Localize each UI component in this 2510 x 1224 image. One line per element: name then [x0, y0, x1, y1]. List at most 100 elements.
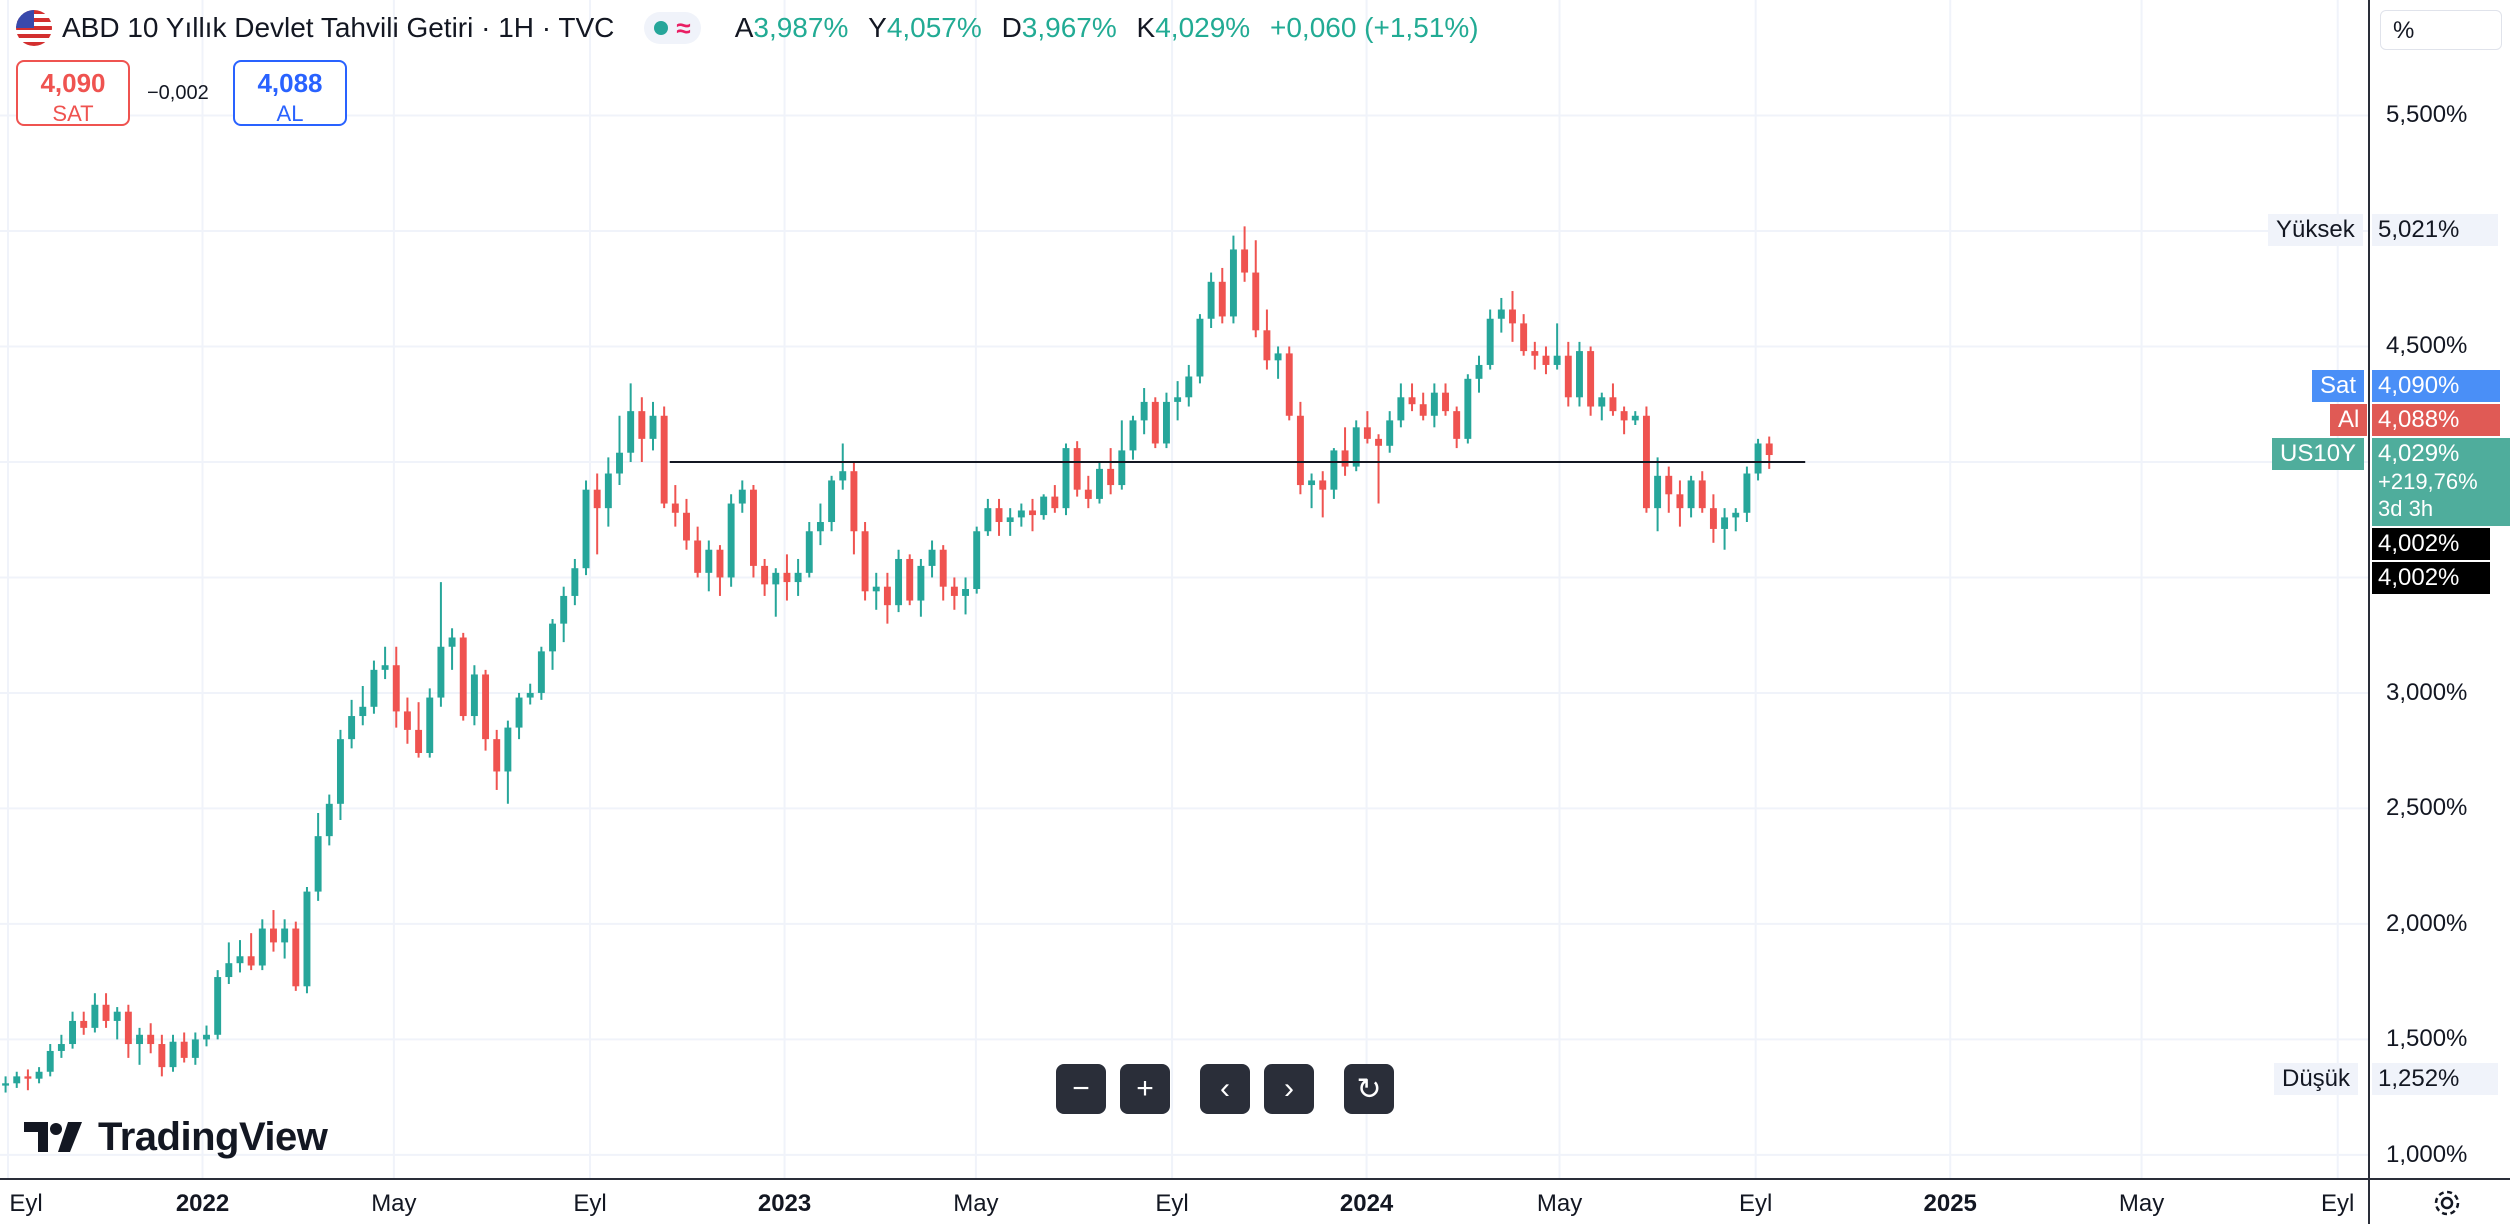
change-value: +0,060 (+1,51%)	[1269, 12, 1479, 43]
gear-icon[interactable]	[2430, 1186, 2464, 1220]
high-tag: Yüksek	[2268, 214, 2363, 246]
symbol-title[interactable]: ABD 10 Yıllık Devlet Tahvili Getiri · 1H…	[62, 12, 615, 43]
candle-body	[370, 669, 378, 707]
candle-body	[1464, 378, 1472, 439]
candle-body	[850, 471, 858, 532]
candle-body	[1051, 496, 1059, 509]
candle-body	[46, 1050, 54, 1072]
candle-body	[1341, 450, 1349, 467]
y-tick-label: 4,500%	[2386, 332, 2468, 360]
buy-price: 4,088	[257, 68, 323, 98]
unit-selector[interactable]: %	[2380, 10, 2502, 50]
candle-body	[671, 503, 679, 513]
candle-body	[1709, 508, 1717, 529]
candle-body	[1218, 281, 1226, 317]
candle-body	[381, 665, 389, 670]
candle-body	[1654, 475, 1662, 509]
candle-body	[147, 1034, 155, 1045]
ohlc-values: A3,987% Y4,057% D3,967% K4,029% +0,060 (…	[735, 12, 1479, 44]
candle-body	[102, 1004, 110, 1021]
candle-body	[214, 977, 222, 1035]
open-value: 3,987%	[753, 12, 849, 43]
candle-body	[917, 565, 925, 601]
candle-body	[1285, 353, 1293, 416]
candle-body	[113, 1011, 121, 1021]
sell-button[interactable]: 4,090 SAT	[16, 60, 130, 126]
price-axis[interactable]: % 1,000% 1,500% 2,000% 2,500% 3,000% 4,500% 5,…	[2370, 0, 2510, 1178]
candle-body	[1229, 249, 1237, 317]
buy-button[interactable]: 4,088 AL	[233, 60, 347, 126]
candle-body	[1185, 376, 1193, 398]
candle-body	[694, 540, 702, 573]
tradingview-logo[interactable]: TradingView	[24, 1112, 328, 1162]
candle-body	[1430, 392, 1438, 416]
zoom-in-button[interactable]: +	[1120, 1064, 1170, 1114]
candle-body	[415, 729, 423, 753]
candle-body	[1352, 427, 1360, 467]
candle-body	[1263, 330, 1271, 361]
price-chart[interactable]	[0, 0, 2368, 1178]
candle-body	[1587, 351, 1595, 407]
candle-body	[582, 489, 590, 569]
candle-body	[1319, 480, 1327, 490]
candle-body	[973, 531, 981, 589]
zoom-out-button[interactable]: −	[1056, 1064, 1106, 1114]
candle-body	[1609, 397, 1617, 412]
candle-body	[1442, 392, 1449, 412]
y-tick-label: 2,500%	[2386, 794, 2468, 822]
candle-body	[1107, 468, 1115, 486]
scroll-right-button[interactable]: ›	[1264, 1064, 1314, 1114]
tradingview-logo-icon	[24, 1122, 82, 1152]
reset-chart-button[interactable]: ↻	[1344, 1064, 1394, 1114]
candle-body	[816, 522, 824, 532]
crosshair-price-label-1: 4,002%	[2372, 528, 2490, 560]
crosshair-price-label-2: 4,002%	[2372, 562, 2490, 594]
candle-body	[1765, 443, 1773, 456]
candle-body	[57, 1044, 65, 1051]
candle-body	[1062, 448, 1070, 509]
y-tick-label: 2,000%	[2386, 909, 2468, 937]
candle-body	[1665, 475, 1673, 495]
time-axis[interactable]: Eyl 2022 May Eyl 2023 May Eyl 2024 May Eyl 2025 May…	[0, 1180, 2368, 1224]
bar-countdown: 3d 3h	[2378, 496, 2434, 521]
candle-body	[537, 651, 545, 693]
symbol-tag: US10Y	[2272, 438, 2365, 470]
candle-body	[1475, 364, 1483, 379]
candle-body	[236, 956, 244, 964]
candle-body	[493, 739, 501, 772]
horizontal-grid-lines	[0, 114, 2368, 1156]
x-tick-label: May	[371, 1190, 417, 1217]
candle-body	[1207, 281, 1215, 319]
chart-pane[interactable]	[0, 0, 2368, 1178]
candle-body	[203, 1034, 210, 1040]
candle-body	[1363, 427, 1371, 439]
candle-body	[604, 473, 612, 509]
candle-body	[950, 586, 958, 596]
candle-body	[1296, 415, 1304, 486]
candle-body	[828, 480, 836, 523]
candle-body	[1017, 510, 1025, 518]
candle-body	[314, 836, 322, 892]
candle-body	[1308, 480, 1316, 486]
candle-body	[627, 411, 635, 453]
candle-body	[35, 1071, 43, 1079]
market-status-pill[interactable]: ≈	[644, 12, 701, 44]
spread-value: −0,002	[147, 82, 209, 104]
candle-body	[705, 549, 713, 573]
scroll-left-button[interactable]: ‹	[1200, 1064, 1250, 1114]
x-tick-label: May	[953, 1190, 999, 1217]
candle-body	[1408, 397, 1416, 405]
candle-body	[1564, 355, 1572, 398]
x-tick-label: May	[1536, 1190, 1583, 1217]
x-tick-label: Eyl	[1738, 1190, 1773, 1217]
candle-body	[1196, 318, 1204, 377]
candle-body	[1140, 401, 1148, 421]
last-price-change: +219,76%	[2378, 469, 2478, 494]
al-price-label: 4,088%	[2372, 404, 2500, 436]
candle-body	[459, 637, 467, 717]
high-value-label: 5,021%	[2372, 214, 2498, 246]
candle-body	[1397, 397, 1405, 421]
candle-body	[180, 1041, 188, 1058]
candle-body	[470, 674, 478, 717]
candle-body	[348, 716, 356, 740]
